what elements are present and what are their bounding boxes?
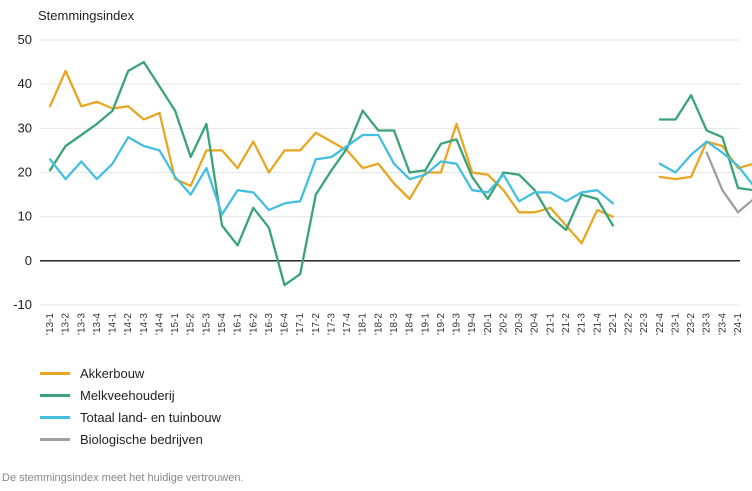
y-tick-label: 10 <box>18 209 32 224</box>
legend-swatch <box>40 437 70 441</box>
y-axis-ticks: -10 0 10 20 30 40 50 <box>13 32 32 312</box>
x-tick-label: '14-4 <box>154 313 165 335</box>
line-chart: Stemmingsindex -10 0 10 20 30 40 50 '13-1 '13-2… <box>13 8 752 335</box>
y-tick-label: 50 <box>18 32 32 47</box>
x-tick-label: '13-3 <box>76 313 87 335</box>
y-tick-label: -10 <box>13 297 32 312</box>
x-tick-label: '18-1 <box>358 313 369 335</box>
x-tick-label: '20-2 <box>498 313 509 335</box>
x-tick-label: '18-2 <box>373 313 384 335</box>
x-tick-label: '18-3 <box>389 313 400 335</box>
x-tick-label: '16-4 <box>280 313 291 335</box>
legend-label: Melkveehouderij <box>80 387 175 403</box>
series-line-akkerbouw <box>48 69 752 245</box>
x-tick-label: '17-3 <box>326 313 337 335</box>
x-tick-label: '13-1 <box>45 313 56 335</box>
series-line-melkveehouderij <box>48 60 752 287</box>
y-tick-label: 40 <box>18 76 32 91</box>
x-tick-label: '16-2 <box>248 313 259 335</box>
x-tick-label: '13-4 <box>92 313 103 335</box>
x-tick-label: '13-2 <box>61 313 72 335</box>
y-tick-label: 0 <box>25 253 32 268</box>
x-tick-label: '16-3 <box>264 313 275 335</box>
legend-item-biologisch: Biologische bedrijven <box>40 428 221 450</box>
legend-label: Totaal land- en tuinbouw <box>80 409 221 425</box>
x-tick-label: '18-4 <box>405 313 416 335</box>
x-tick-label: '21-2 <box>561 313 572 335</box>
x-tick-label: '17-4 <box>342 313 353 335</box>
x-tick-label: '20-4 <box>530 313 541 335</box>
x-axis-ticks: '13-1 '13-2 '13-3 '13-4 '14-1 '14-2 '14-3 '14-4… <box>45 313 744 335</box>
x-tick-label: '19-1 <box>420 313 431 335</box>
x-tick-label: '20-1 <box>483 313 494 335</box>
x-tick-label: '17-2 <box>311 313 322 335</box>
footnote: De stemmingsindex meet het huidige vertr… <box>2 472 244 484</box>
legend-swatch <box>40 371 70 375</box>
x-tick-label: '21-1 <box>545 313 556 335</box>
x-tick-label: '24-1 <box>733 313 744 335</box>
x-tick-label: '22-1 <box>608 313 619 335</box>
x-tick-label: '14-1 <box>108 313 119 335</box>
x-tick-label: '23-2 <box>686 313 697 335</box>
x-tick-label: '23-1 <box>670 313 681 335</box>
x-tick-label: '21-4 <box>592 313 603 335</box>
x-tick-label: '15-1 <box>170 313 181 335</box>
x-tick-label: '14-3 <box>139 313 150 335</box>
series-line-biologische-bedrijven <box>705 151 752 214</box>
x-tick-label: '22-3 <box>639 313 650 335</box>
legend-swatch <box>40 393 70 397</box>
series-line-totaal-land-en-tuinbouw <box>48 133 752 216</box>
legend-item-akkerbouw: Akkerbouw <box>40 362 221 384</box>
gridlines <box>40 39 740 306</box>
x-tick-label: '23-4 <box>717 313 728 335</box>
x-tick-label: '17-1 <box>295 313 306 335</box>
x-tick-label: '21-3 <box>577 313 588 335</box>
legend-label: Biologische bedrijven <box>80 431 203 447</box>
x-tick-label: '19-2 <box>436 313 447 335</box>
legend-item-totaal: Totaal land- en tuinbouw <box>40 406 221 428</box>
x-tick-label: '15-3 <box>201 313 212 335</box>
chart-title: Stemmingsindex <box>38 8 135 23</box>
series-lines <box>48 60 752 287</box>
legend-label: Akkerbouw <box>80 365 145 381</box>
y-tick-label: 20 <box>18 165 32 180</box>
x-tick-label: '14-2 <box>123 313 134 335</box>
x-tick-label: '19-4 <box>467 313 478 335</box>
x-tick-label: '19-3 <box>452 313 463 335</box>
legend-swatch <box>40 415 70 419</box>
x-tick-label: '15-4 <box>217 313 228 335</box>
y-tick-label: 30 <box>18 120 32 135</box>
x-tick-label: '20-3 <box>514 313 525 335</box>
x-tick-label: '23-3 <box>702 313 713 335</box>
legend-item-melkveehouderij: Melkveehouderij <box>40 384 221 406</box>
x-tick-label: '22-4 <box>655 313 666 335</box>
x-tick-label: '22-2 <box>624 313 635 335</box>
legend: Akkerbouw Melkveehouderij Totaal land- e… <box>40 362 221 450</box>
x-tick-label: '16-1 <box>233 313 244 335</box>
x-tick-label: '15-2 <box>186 313 197 335</box>
